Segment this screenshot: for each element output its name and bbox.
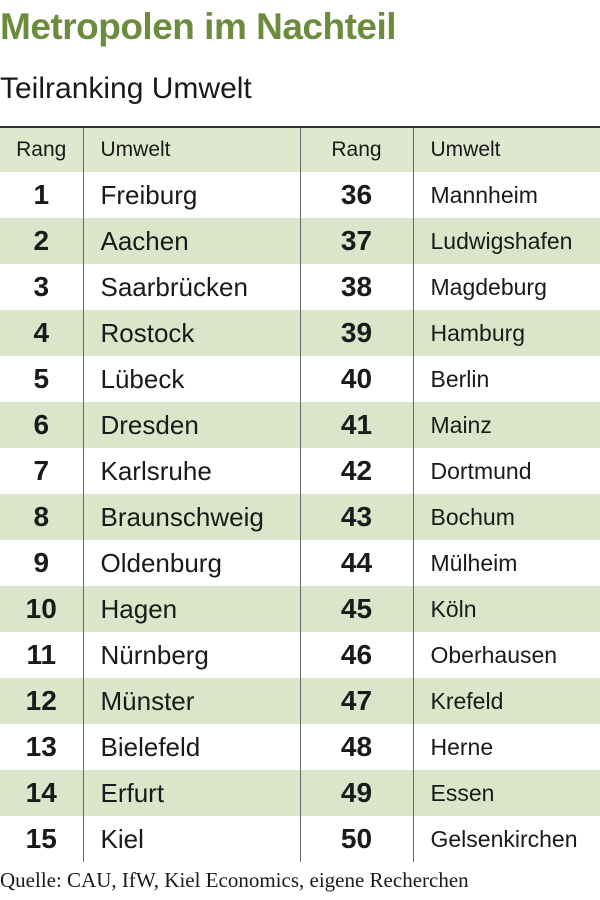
city: Oldenburg [83, 540, 301, 586]
rank: 49 [300, 770, 414, 816]
rank: 7 [0, 448, 84, 494]
rank: 6 [0, 402, 84, 448]
rank: 47 [300, 678, 414, 724]
city: Karlsruhe [83, 448, 301, 494]
table-row: 11 Nürnberg 46 Oberhausen [0, 632, 600, 678]
ranking-table: Rang Umwelt Rang Umwelt 1 Freiburg 36 Mannh… [0, 126, 600, 862]
city: Kiel [83, 816, 301, 862]
table-row: 5 Lübeck 40 Berlin [0, 356, 600, 402]
rank: 46 [300, 632, 414, 678]
table-row: 1 Freiburg 36 Mannheim [0, 172, 600, 218]
rank: 4 [0, 310, 84, 356]
city: Bielefeld [83, 724, 301, 770]
city: Bochum [413, 494, 600, 540]
table-row: 3 Saarbrücken 38 Magdeburg [0, 264, 600, 310]
table-row: 7 Karlsruhe 42 Dortmund [0, 448, 600, 494]
rank: 5 [0, 356, 84, 402]
rank: 3 [0, 264, 84, 310]
rank: 14 [0, 770, 84, 816]
table-row: 10 Hagen 45 Köln [0, 586, 600, 632]
table-row: 12 Münster 47 Krefeld [0, 678, 600, 724]
rank: 50 [300, 816, 414, 862]
city: Mainz [413, 402, 600, 448]
rank: 43 [300, 494, 414, 540]
city: Saarbrücken [83, 264, 301, 310]
column-header: Rang [300, 127, 414, 172]
rank: 8 [0, 494, 84, 540]
column-header: Umwelt [413, 127, 600, 172]
table-row: 6 Dresden 41 Mainz [0, 402, 600, 448]
rank: 2 [0, 218, 84, 264]
city: Essen [413, 770, 600, 816]
city: Herne [430, 733, 494, 760]
table-row: 13 Bielefeld 48 Herne [0, 724, 600, 770]
city: Nürnberg [83, 632, 301, 678]
rank: 11 [0, 632, 84, 678]
rank: 15 [0, 816, 84, 862]
rank: 10 [0, 586, 84, 632]
rank: 9 [0, 540, 84, 586]
city: Berlin [430, 365, 490, 392]
rank: 13 [0, 724, 84, 770]
header-row: Rang Umwelt Rang Umwelt [0, 127, 600, 172]
table-row: 9 Oldenburg 44 Mülheim [0, 540, 600, 586]
city: Hagen [83, 586, 301, 632]
table-row: 15 Kiel 50 Gelsenkirchen [0, 816, 600, 862]
rank: 40 [300, 356, 414, 402]
subtitle: Teilranking Umwelt [0, 72, 252, 105]
rank: 41 [300, 402, 414, 448]
table-row: 4 Rostock 39 Hamburg [0, 310, 600, 356]
rank: 45 [300, 586, 414, 632]
rank: 12 [0, 678, 84, 724]
city: Braunschweig [83, 494, 301, 540]
city: Ludwigshafen [413, 218, 600, 264]
city: Oberhausen [430, 641, 558, 668]
title: Metropolen im Nachteil [0, 6, 397, 47]
city: Gelsenkirchen [430, 825, 578, 852]
rank: 1 [0, 172, 84, 218]
source-note: Quelle: CAU, IfW, Kiel Economics, eigene… [0, 868, 469, 892]
rank: 48 [300, 724, 414, 770]
rank: 39 [300, 310, 414, 356]
city: Erfurt [83, 770, 301, 816]
rank: 36 [300, 172, 414, 218]
table-row: 2 Aachen 37 Ludwigshafen [0, 218, 600, 264]
city: Lübeck [83, 356, 301, 402]
city: Köln [413, 586, 600, 632]
rank: 44 [300, 540, 414, 586]
city: Mülheim [430, 549, 518, 576]
city: Rostock [83, 310, 301, 356]
city: Magdeburg [430, 273, 547, 300]
city: Dresden [83, 402, 301, 448]
city: Krefeld [413, 678, 600, 724]
rank: 38 [300, 264, 414, 310]
city: Aachen [83, 218, 301, 264]
table-row: 14 Erfurt 49 Essen [0, 770, 600, 816]
rank: 42 [300, 448, 414, 494]
city: Dortmund [430, 457, 532, 484]
rank: 37 [300, 218, 414, 264]
city: Hamburg [413, 310, 600, 356]
column-header: Rang [0, 127, 84, 172]
city: Freiburg [83, 172, 301, 218]
city: Mannheim [430, 181, 538, 208]
column-header: Umwelt [83, 127, 301, 172]
table-row: 8 Braunschweig 43 Bochum [0, 494, 600, 540]
city: Münster [83, 678, 301, 724]
